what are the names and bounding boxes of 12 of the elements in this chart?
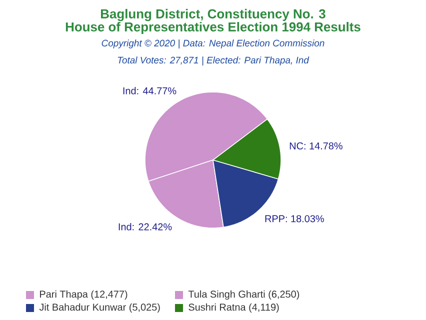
text: Total Votes: 27,871 | Elected: Pari Thapa, Ind <box>118 56 310 66</box>
legend-label: Tula Singh Gharti (6,250) <box>188 290 300 300</box>
data-label: Ind: 44.77% <box>123 87 176 94</box>
chart-subtitle: House of Representatives Election 1994 Results <box>66 22 360 34</box>
chart-title: Baglung District, Constituency No. 3 <box>101 8 326 22</box>
text: Copyright © 2020 | Data: Nepal Election Commission <box>102 40 324 48</box>
data-label: Ind: 22.42% <box>118 223 172 230</box>
legend-label: Pari Thapa (12,477) <box>40 290 128 300</box>
data-label: NC: 14.78% <box>290 142 342 150</box>
legend-label: Sushri Ratna (4,119) <box>188 303 279 313</box>
legend-label: Jit Bahadur Kunwar (5,025) <box>39 303 160 313</box>
data-label: RPP: 18.03% <box>265 215 324 222</box>
